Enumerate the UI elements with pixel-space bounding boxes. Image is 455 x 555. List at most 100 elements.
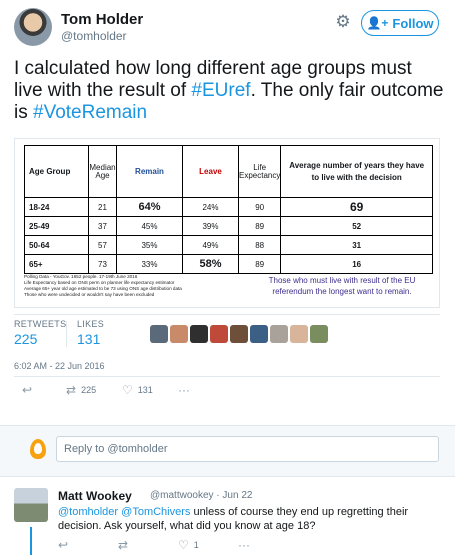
- likes-label: LIKES: [77, 319, 105, 329]
- cell-years: 31: [280, 235, 433, 255]
- table-row: 50-64 57 35% 49% 88 31: [24, 235, 433, 255]
- reply-like-action[interactable]: ♡ 1: [178, 539, 199, 551]
- cell-age: 65+: [24, 254, 89, 274]
- cell-median: 57: [88, 235, 117, 255]
- tweet-text: I calculated how long different age grou…: [14, 58, 444, 124]
- cell-remain: 35%: [116, 235, 183, 255]
- author-name[interactable]: Tom Holder: [61, 11, 144, 28]
- cell-life: 89: [237, 254, 282, 274]
- table-notes: Polling Data - YouGov. 1652 people. 17-1…: [24, 274, 250, 298]
- cell-leave: 24%: [182, 197, 239, 217]
- reply-retweet-action[interactable]: ⇄: [118, 539, 128, 551]
- liker-avatar[interactable]: [190, 325, 208, 343]
- reply-text: @tomholder @TomChivers unless of course …: [58, 505, 443, 533]
- reply-like-count: 1: [193, 540, 199, 550]
- reply-reply-action[interactable]: ↩: [58, 539, 68, 551]
- liker-avatar[interactable]: [230, 325, 248, 343]
- cell-years: 52: [280, 216, 433, 236]
- reply-author-handle[interactable]: @mattwookey: [150, 490, 214, 501]
- liker-avatar[interactable]: [170, 325, 188, 343]
- note-line: Polling Data - YouGov. 1652 people. 17-1…: [24, 274, 138, 279]
- table-row: 25-49 37 45% 39% 89 52: [24, 216, 433, 236]
- retweets-label: RETWEETS: [14, 319, 67, 329]
- cell-remain: 64%: [116, 197, 183, 217]
- cell-leave: 58%: [182, 254, 239, 274]
- tweet-text-part: I calculated how long different age grou…: [14, 58, 412, 101]
- heart-icon: ♡: [178, 538, 189, 552]
- table-callout: Those who must live with result of the E…: [268, 276, 416, 296]
- reply-author-avatar[interactable]: [14, 488, 48, 522]
- reply-icon: ↩: [22, 383, 33, 397]
- header-median-age: Median Age: [88, 145, 117, 198]
- hashtag-euref[interactable]: #EUref: [191, 80, 251, 101]
- liker-avatar[interactable]: [250, 325, 268, 343]
- note-line: Those who were undecided or wouldn't say…: [24, 292, 155, 297]
- liker-avatar[interactable]: [270, 325, 288, 343]
- liker-avatar[interactable]: [150, 325, 168, 343]
- liker-avatar[interactable]: [310, 325, 328, 343]
- cell-median: 37: [88, 216, 117, 236]
- gear-icon[interactable]: ⚙: [335, 12, 351, 31]
- table-row: 18-24 21 64% 24% 90 69: [24, 197, 433, 217]
- reply-icon: ↩: [58, 538, 69, 552]
- cell-life: 90: [237, 197, 282, 217]
- like-action[interactable]: ♡ 131: [122, 384, 153, 396]
- add-user-icon: 👤+: [366, 16, 389, 30]
- heart-icon: ♡: [122, 383, 133, 397]
- age-group-table: Age Group Median Age Remain Leave Life E…: [24, 145, 433, 274]
- cell-age: 18-24: [24, 197, 89, 217]
- mention-tomholder[interactable]: @tomholder: [58, 506, 119, 518]
- cell-age: 25-49: [24, 216, 89, 236]
- note-line: Life Expectancy based on ONS perm on pla…: [24, 280, 175, 285]
- header-leave: Leave: [182, 145, 239, 198]
- cell-life: 88: [237, 235, 282, 255]
- reply-more-action[interactable]: ···: [238, 539, 250, 551]
- reply-meta: @mattwookey · Jun 22: [150, 490, 252, 501]
- header-years-to-live: Average number of years they have to liv…: [280, 145, 433, 198]
- cell-remain: 33%: [116, 254, 183, 274]
- reply-author-name[interactable]: Matt Wookey: [58, 489, 132, 503]
- thread-line: [30, 527, 32, 555]
- cell-median: 73: [88, 254, 117, 274]
- more-action[interactable]: ···: [178, 384, 190, 396]
- note-line: Average 65+ year old age estimated to be…: [24, 286, 182, 291]
- cell-age: 50-64: [24, 235, 89, 255]
- likes-count[interactable]: 131: [77, 331, 101, 347]
- cell-years: 16: [280, 254, 433, 274]
- author-handle[interactable]: @tomholder: [61, 29, 127, 43]
- hashtag-voteremain[interactable]: #VoteRemain: [33, 102, 148, 123]
- like-action-count: 131: [137, 385, 153, 395]
- cell-leave: 39%: [182, 216, 239, 236]
- header-life-expectancy: Life Expectancy: [237, 145, 282, 198]
- retweets-count[interactable]: 225: [14, 331, 38, 347]
- header-remain: Remain: [116, 145, 183, 198]
- reply-separator: ·: [216, 490, 220, 501]
- reply-body: unless of course they end up regretting …: [58, 506, 409, 532]
- retweet-action[interactable]: ⇄ 225: [66, 384, 96, 396]
- reply-action[interactable]: ↩: [22, 384, 32, 396]
- tweet-timestamp[interactable]: 6:02 AM - 22 Jun 2016: [14, 361, 105, 371]
- reply-input[interactable]: Reply to @tomholder: [56, 436, 439, 462]
- tweet-media-image[interactable]: Age Group Median Age Remain Leave Life E…: [14, 138, 440, 308]
- likers-avatars: [150, 325, 328, 343]
- liker-avatar[interactable]: [290, 325, 308, 343]
- divider: [14, 376, 440, 377]
- cell-years: 69: [280, 197, 433, 217]
- author-avatar[interactable]: [14, 8, 52, 46]
- cell-leave: 49%: [182, 235, 239, 255]
- retweet-icon: ⇄: [118, 538, 129, 552]
- cell-life: 89: [237, 216, 282, 236]
- stats-divider: [66, 321, 67, 347]
- default-avatar-icon: [30, 439, 46, 459]
- follow-label: Follow: [392, 15, 434, 31]
- table-row: 65+ 73 33% 58% 89 16: [24, 254, 433, 274]
- follow-button[interactable]: 👤+ Follow: [361, 10, 439, 36]
- retweet-icon: ⇄: [66, 383, 77, 397]
- liker-avatar[interactable]: [210, 325, 228, 343]
- cell-remain: 45%: [116, 216, 183, 236]
- header-age-group: Age Group: [24, 145, 89, 198]
- mention-tomchivers[interactable]: @TomChivers: [121, 506, 191, 518]
- cell-median: 21: [88, 197, 117, 217]
- reply-date[interactable]: Jun 22: [222, 490, 253, 501]
- more-icon: ···: [238, 538, 250, 552]
